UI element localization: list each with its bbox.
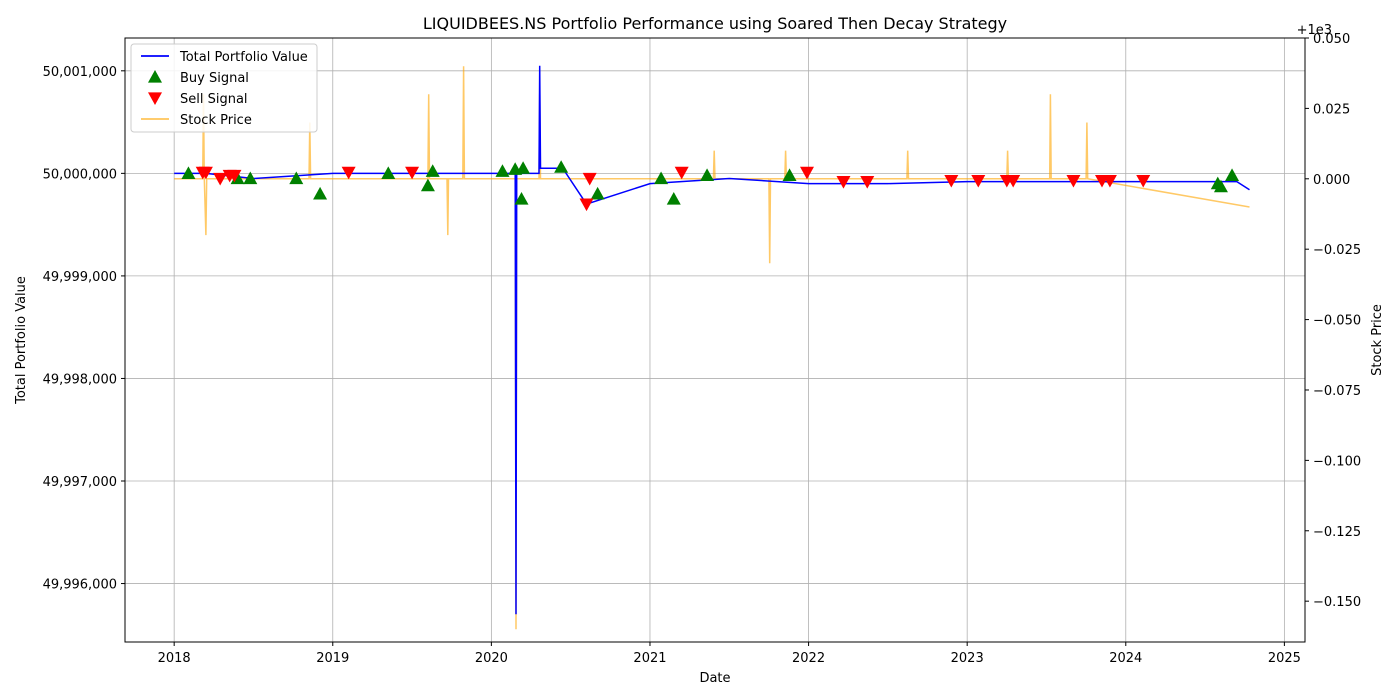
y-left-tick-label: 49,998,000 (43, 372, 117, 387)
buy-signal-marker (782, 168, 797, 182)
y-right-axis: −0.150 −0.125 −0.100 −0.075 −0.050 −0.025 0.00… (1305, 32, 1361, 610)
sell-signal-marker (227, 169, 242, 183)
x-tick-label: 2019 (316, 651, 349, 666)
sell-signal-marker (799, 166, 814, 180)
x-tick-label: 2022 (792, 651, 825, 666)
y-left-axis-label: Total Portfolio Value (14, 276, 29, 405)
plot-frame (124, 37, 1306, 643)
sell-signal-marker (971, 174, 986, 188)
buy-signal-marker (381, 166, 396, 179)
sell-signal-marker (944, 174, 959, 188)
y-left-tick-label: 49,996,000 (43, 578, 117, 593)
sell-signal-marker (674, 166, 689, 180)
x-tick-label: 2020 (475, 651, 508, 666)
sell-signal-marker (341, 166, 356, 180)
grid (125, 38, 1305, 642)
sell-signal-marker (579, 198, 594, 212)
buy-signal-marker (495, 164, 510, 177)
legend-marker-swatch (148, 70, 162, 83)
sell-signal-marker (1136, 174, 1151, 188)
buy-signal-marker (700, 168, 715, 182)
signal-markers (181, 160, 1240, 212)
legend: Total Portfolio Value Buy Signal Sell Sign… (130, 43, 318, 133)
y-left-tick-label: 50,000,000 (43, 167, 117, 182)
buy-signal-marker (654, 171, 669, 185)
legend-label: Stock Price (180, 113, 252, 128)
sell-signal-marker (1006, 174, 1021, 188)
buy-signal-marker (516, 161, 531, 174)
x-axis-label: Date (699, 671, 730, 686)
y-right-tick-label: 0.025 (1313, 102, 1350, 117)
y-right-tick-label: −0.075 (1313, 384, 1361, 399)
sell-signal-marker (1066, 174, 1081, 188)
sell-signal-marker (836, 175, 851, 189)
legend-label: Total Portfolio Value (179, 50, 308, 65)
legend-box (130, 43, 318, 133)
sell-signal-marker (213, 172, 228, 186)
y-left-axis: 49,996,000 49,997,000 49,998,000 49,999,000… (43, 65, 125, 593)
chart-title: LIQUIDBEES.NS Portfolio Performance usin… (423, 14, 1007, 33)
y-left-tick-label: 49,999,000 (43, 270, 117, 285)
y-right-tick-label: −0.050 (1313, 314, 1361, 329)
buy-signal-marker (420, 178, 435, 192)
x-tick-label: 2018 (158, 651, 191, 666)
sell-signal-marker (582, 172, 597, 186)
buy-signal-marker (554, 160, 569, 173)
y-right-axis-label: Stock Price (1370, 304, 1385, 376)
y-right-offset-text: +1e3 (1297, 23, 1332, 38)
buy-signal-marker (590, 186, 605, 200)
sell-signal-marker (860, 175, 875, 189)
sell-signal-marker (1102, 174, 1117, 188)
buy-signal-marker (243, 171, 258, 185)
y-right-tick-label: −0.025 (1313, 243, 1361, 258)
buy-signal-marker (1213, 179, 1228, 193)
y-left-tick-label: 50,001,000 (43, 65, 117, 80)
buy-signal-marker (514, 191, 529, 205)
legend-marker-swatch (148, 92, 162, 105)
buy-signal-marker (181, 166, 196, 179)
buy-signal-marker (425, 164, 440, 177)
y-right-tick-label: −0.150 (1313, 595, 1361, 610)
x-tick-label: 2021 (633, 651, 666, 666)
sell-signal-marker (405, 166, 420, 180)
x-tick-label: 2025 (1268, 651, 1301, 666)
y-right-tick-label: −0.125 (1313, 525, 1361, 540)
legend-label: Sell Signal (180, 92, 248, 107)
buy-signal-marker (313, 186, 328, 200)
y-right-tick-label: −0.100 (1313, 454, 1361, 469)
y-right-tick-label: 0.050 (1313, 32, 1350, 47)
legend-label: Buy Signal (180, 71, 249, 86)
y-right-tick-label: 0.000 (1313, 173, 1350, 188)
y-left-tick-label: 49,997,000 (43, 475, 117, 490)
buy-signal-marker (666, 191, 681, 205)
buy-signal-marker (1225, 168, 1240, 182)
x-axis: 2018 2019 2020 2021 2022 2023 2024 2025 (158, 642, 1301, 666)
x-tick-label: 2023 (951, 651, 984, 666)
x-tick-label: 2024 (1109, 651, 1142, 666)
sell-signal-marker (198, 166, 213, 180)
buy-signal-marker (289, 171, 304, 185)
